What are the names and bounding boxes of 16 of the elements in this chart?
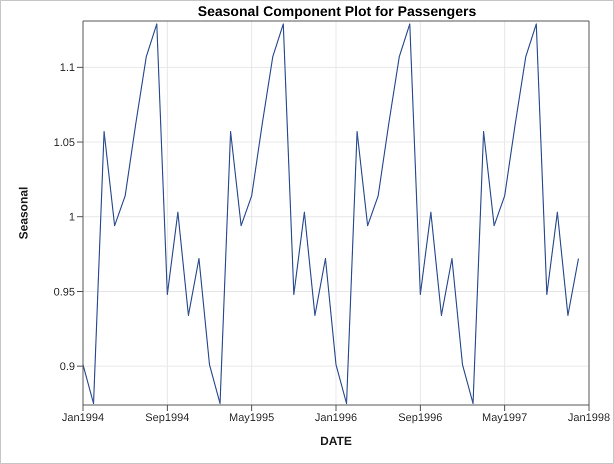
- x-tick-label: May1997: [482, 412, 528, 424]
- chart-title: Seasonal Component Plot for Passengers: [196, 3, 478, 19]
- x-tick-label: Jan1996: [314, 412, 358, 424]
- y-tick-label: 1.05: [54, 136, 75, 149]
- x-tick-label: Jan1994: [62, 412, 104, 424]
- x-tick-label: May1995: [229, 412, 274, 424]
- y-tick-label: 1: [68, 212, 75, 224]
- y-tick-label: 0.9: [60, 361, 75, 374]
- x-tick-label: Sep1996: [398, 412, 442, 424]
- y-tick-label: 1.1: [60, 62, 75, 74]
- x-axis-title: DATE: [320, 434, 352, 448]
- y-tick-label: 0.95: [54, 286, 75, 298]
- line-series: [83, 23, 580, 404]
- y-axis-title: Seasonal: [16, 186, 30, 240]
- x-tick-label: Jan1998: [568, 412, 610, 424]
- x-tick-label: Sep1994: [145, 412, 190, 424]
